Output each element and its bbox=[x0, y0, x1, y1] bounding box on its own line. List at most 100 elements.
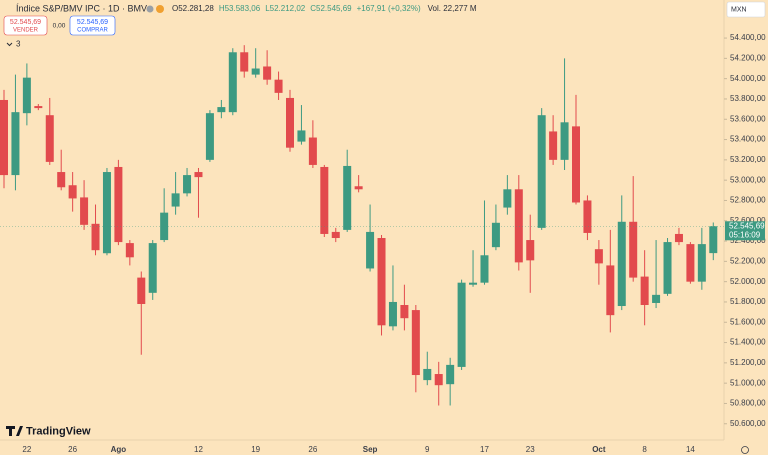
status-dot bbox=[146, 5, 154, 13]
candle-body bbox=[560, 122, 569, 160]
candle-body bbox=[68, 185, 77, 199]
candle-body bbox=[503, 189, 512, 208]
candle-body bbox=[411, 310, 420, 376]
ohlc-legend: O52.281,28 H53.583,06 L52.212,02 C52.545,69… bbox=[172, 4, 477, 13]
candle-body bbox=[194, 172, 203, 178]
candle-body bbox=[228, 52, 237, 113]
candle-body bbox=[148, 243, 157, 293]
y-tick-label: 52.600,00 bbox=[730, 216, 766, 225]
candle-body bbox=[34, 106, 43, 109]
y-tick-label: 50.600,00 bbox=[730, 419, 766, 428]
candle-body bbox=[183, 175, 192, 194]
axes: 50.600,00 50.800,00 51.000,00 51.200,00 51.4… bbox=[22, 33, 766, 454]
x-tick-label: Ago bbox=[111, 445, 127, 454]
candle-body bbox=[0, 99, 8, 176]
candle-body bbox=[491, 222, 500, 248]
buy-label: COMPRAR bbox=[77, 28, 108, 34]
x-tick-label: 26 bbox=[308, 445, 317, 454]
candle-body bbox=[674, 233, 683, 243]
candle-body bbox=[594, 249, 603, 264]
x-tick-label: 22 bbox=[22, 445, 31, 454]
candle-body bbox=[308, 137, 317, 165]
candle-body bbox=[388, 301, 397, 327]
ohlc-value: +167,91 (+0,32%) bbox=[357, 4, 421, 13]
candle-body bbox=[320, 166, 329, 234]
y-tick-label: 54.400,00 bbox=[730, 33, 766, 42]
candle-body bbox=[526, 240, 535, 261]
y-tick-label: 51.800,00 bbox=[730, 297, 766, 306]
x-tick-label: Oct bbox=[592, 445, 606, 454]
candle-body bbox=[663, 242, 672, 294]
y-tick-label: 53.400,00 bbox=[730, 135, 766, 144]
candle-body bbox=[697, 244, 706, 282]
y-tick-label: 52.400,00 bbox=[730, 236, 766, 245]
candle-body bbox=[572, 126, 580, 203]
logo-icon bbox=[6, 426, 23, 436]
y-tick-label: 54.200,00 bbox=[730, 53, 766, 62]
candle-body bbox=[583, 200, 592, 233]
y-tick-label: 51.400,00 bbox=[730, 338, 766, 347]
logo-text: TradingView bbox=[26, 425, 91, 437]
collapse-icon[interactable] bbox=[6, 42, 13, 47]
candle-body bbox=[377, 238, 386, 326]
ohlc-value: C52.545,69 bbox=[310, 4, 352, 13]
candle-body bbox=[251, 68, 260, 75]
candles bbox=[0, 45, 724, 406]
currency-box[interactable] bbox=[726, 1, 766, 18]
candle-body bbox=[514, 189, 523, 263]
candle-body bbox=[80, 197, 89, 225]
currency: MXN bbox=[731, 6, 747, 13]
candle-body bbox=[629, 221, 638, 278]
buy-button[interactable] bbox=[69, 15, 116, 36]
candle-body bbox=[606, 265, 615, 316]
last-price-box bbox=[725, 221, 765, 241]
candle-body bbox=[263, 66, 272, 80]
spread: 0,00 bbox=[53, 23, 66, 30]
candle-body bbox=[537, 115, 546, 228]
candle-body bbox=[171, 193, 180, 207]
chart-title: Índice S&P/BMV IPC · 1D · BMV bbox=[16, 3, 147, 13]
candle-body bbox=[640, 276, 649, 306]
candle-body bbox=[286, 97, 294, 148]
sell-price: 52.545,69 bbox=[10, 19, 41, 26]
candle-body bbox=[366, 231, 375, 269]
candle-body bbox=[217, 107, 226, 113]
x-tick-label: 19 bbox=[251, 445, 260, 454]
candle-body bbox=[354, 186, 363, 190]
y-tick-label: 53.000,00 bbox=[730, 175, 766, 184]
buy-price: 52.545,69 bbox=[77, 19, 108, 26]
candle-body bbox=[114, 166, 123, 243]
candle-body bbox=[331, 231, 340, 239]
delay-badge bbox=[156, 5, 164, 13]
candle-body bbox=[137, 277, 146, 304]
candle-body bbox=[11, 112, 20, 176]
y-tick-label: 52.800,00 bbox=[730, 196, 766, 205]
settings-icon[interactable] bbox=[741, 446, 749, 454]
y-tick-label: 50.800,00 bbox=[730, 399, 766, 408]
candle-body bbox=[446, 364, 455, 385]
countdown: 05:16:09 bbox=[729, 230, 761, 239]
candle-body bbox=[160, 212, 169, 241]
candle-body bbox=[125, 243, 134, 258]
candle-body bbox=[102, 172, 111, 254]
candle-body bbox=[434, 374, 443, 386]
y-tick-label: 53.200,00 bbox=[730, 155, 766, 164]
candle-body bbox=[297, 130, 306, 142]
candle-body bbox=[480, 255, 489, 283]
candle-body bbox=[274, 79, 283, 93]
indicator-count: 3 bbox=[16, 40, 21, 49]
y-tick-label: 52.200,00 bbox=[730, 256, 766, 265]
sell-button[interactable] bbox=[3, 15, 48, 36]
candle-body bbox=[22, 77, 31, 114]
y-tick-label: 52.000,00 bbox=[730, 277, 766, 286]
candle-body bbox=[423, 368, 432, 381]
y-tick-label: 54.000,00 bbox=[730, 74, 766, 83]
last-price-label: 52.545,69 bbox=[729, 221, 765, 230]
x-tick-label: 26 bbox=[68, 445, 77, 454]
candle-body bbox=[240, 52, 249, 72]
y-tick-label: 51.600,00 bbox=[730, 317, 766, 326]
candle-body bbox=[91, 223, 100, 251]
candle-body bbox=[709, 226, 718, 254]
candle-body bbox=[652, 294, 661, 303]
